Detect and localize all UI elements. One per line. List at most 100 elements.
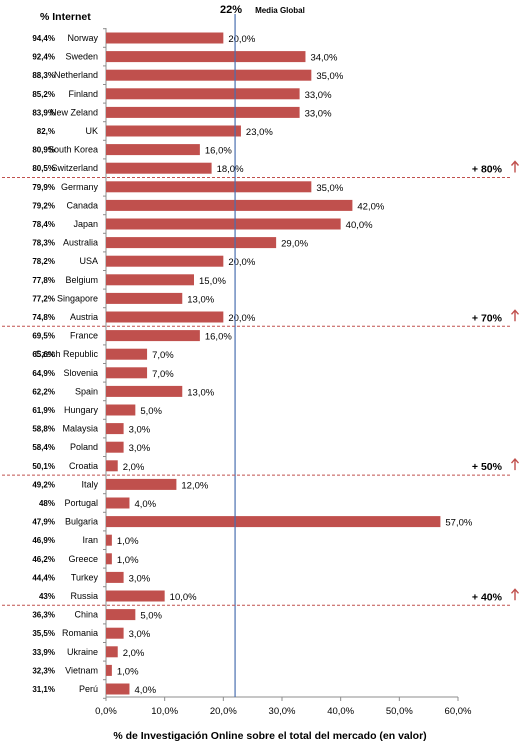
country-label: Italy <box>81 479 98 489</box>
bar-value-label: 13,0% <box>187 294 214 305</box>
internet-pct-label: 64,9% <box>32 369 55 378</box>
country-label: Belgium <box>65 275 98 285</box>
internet-pct-label: 48% <box>39 499 55 508</box>
country-label: Sweden <box>65 52 98 62</box>
bar-value-label: 3,0% <box>129 425 151 436</box>
internet-pct-label: 31,1% <box>32 685 55 694</box>
internet-pct-label: 46,2% <box>32 555 55 564</box>
bar <box>106 311 224 323</box>
bar <box>106 553 112 565</box>
internet-pct-label: 85,2% <box>32 90 55 99</box>
bar <box>106 423 124 435</box>
bar <box>106 32 224 44</box>
up-arrow-icon <box>510 309 520 322</box>
country-label: Croatia <box>69 461 98 471</box>
x-tick-label: 40,0% <box>327 706 354 717</box>
internet-pct-label: 78,3% <box>32 239 55 248</box>
country-label: France <box>70 331 98 341</box>
country-label: Finland <box>68 89 98 99</box>
internet-pct-label: 82,% <box>37 127 55 136</box>
up-arrow-icon <box>510 588 520 601</box>
country-label: Greece <box>68 554 98 564</box>
bar-value-label: 7,0% <box>152 350 174 361</box>
x-tick-label: 60,0% <box>445 706 472 717</box>
internet-pct-label: 50,1% <box>32 462 55 471</box>
country-label: Singapore <box>57 293 98 303</box>
bar-value-label: 1,0% <box>117 666 139 677</box>
bar-value-label: 7,0% <box>152 369 174 380</box>
bar-value-label: 20,0% <box>228 34 255 45</box>
bar <box>106 218 341 230</box>
bar <box>106 51 306 63</box>
bar-value-label: 5,0% <box>140 406 162 417</box>
bar <box>106 516 441 528</box>
country-label: Spain <box>75 386 98 396</box>
country-label: Ukraine <box>67 647 98 657</box>
country-label: Bulgaria <box>65 517 98 527</box>
bar <box>106 125 241 137</box>
bar <box>106 199 353 211</box>
country-label: Portugal <box>64 498 98 508</box>
up-arrow-icon <box>510 160 520 173</box>
internet-pct-label: 62,2% <box>32 387 55 396</box>
country-label: Romania <box>62 628 98 638</box>
up-arrow-icon <box>510 458 520 471</box>
bar-value-label: 15,0% <box>199 276 226 287</box>
bar-value-label: 29,0% <box>281 239 308 250</box>
country-label: China <box>74 610 98 620</box>
internet-pct-label: 49,2% <box>32 480 55 489</box>
x-tick-label: 50,0% <box>386 706 413 717</box>
country-label: Malaysia <box>62 424 98 434</box>
bar-value-label: 42,0% <box>357 201 384 212</box>
bar <box>106 88 300 100</box>
group-threshold-label: + 50% <box>472 461 503 473</box>
bar <box>106 69 312 81</box>
internet-pct-label: 58,8% <box>32 425 55 434</box>
internet-pct-label: 36,3% <box>32 611 55 620</box>
bar-value-label: 35,0% <box>316 183 343 194</box>
bar-value-label: 33,0% <box>305 108 332 119</box>
group-threshold-label: + 80% <box>472 164 503 176</box>
country-label: USA <box>79 256 98 266</box>
internet-pct-label: 79,9% <box>32 183 55 192</box>
bar-value-label: 3,0% <box>129 573 151 584</box>
bar <box>106 571 124 583</box>
internet-pct-label: 77,8% <box>32 276 55 285</box>
bar <box>106 683 130 695</box>
country-label: Czech Republic <box>35 349 99 359</box>
x-axis-title: % de Investigación Online sobre el total… <box>113 730 426 742</box>
bar <box>106 609 136 621</box>
internet-pct-label: 47,9% <box>32 518 55 527</box>
country-label: UK <box>85 126 98 136</box>
country-label: Vietnam <box>65 665 98 675</box>
bar-value-label: 33,0% <box>305 90 332 101</box>
bar-value-label: 34,0% <box>310 53 337 64</box>
group-threshold-label: + 40% <box>472 591 503 603</box>
country-label: Norway <box>67 33 98 43</box>
bar <box>106 162 212 174</box>
internet-pct-label: 69,5% <box>32 332 55 341</box>
bar-value-label: 10,0% <box>170 592 197 603</box>
internet-pct-label: 88,3% <box>32 71 55 80</box>
country-label: Switzerland <box>51 163 98 173</box>
country-label: Russia <box>70 591 98 601</box>
bar <box>106 478 177 490</box>
bar-value-label: 20,0% <box>228 313 255 324</box>
internet-column-header: % Internet <box>40 11 91 23</box>
internet-pct-label: 43% <box>39 592 55 601</box>
bar-value-label: 1,0% <box>117 536 139 547</box>
country-label: Germany <box>61 182 99 192</box>
bar-value-label: 13,0% <box>187 387 214 398</box>
country-label: Japan <box>73 219 98 229</box>
bar <box>106 590 165 602</box>
country-label: Australia <box>63 238 98 248</box>
bar <box>106 274 194 286</box>
country-label: New Zeland <box>50 107 98 117</box>
bar <box>106 441 124 453</box>
bar-value-label: 16,0% <box>205 146 232 157</box>
country-label: Poland <box>70 442 98 452</box>
bar-value-label: 4,0% <box>134 499 156 510</box>
internet-pct-label: 58,4% <box>32 443 55 452</box>
